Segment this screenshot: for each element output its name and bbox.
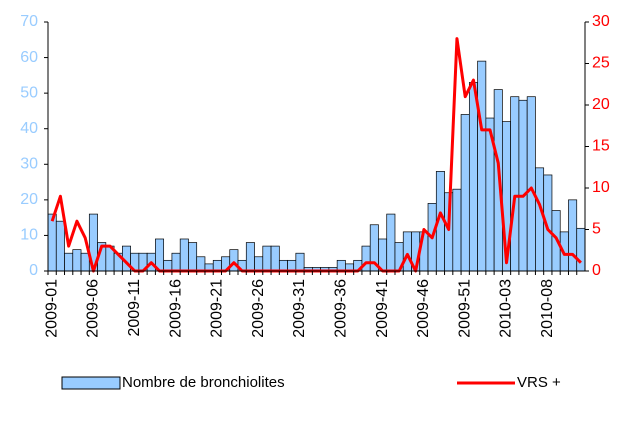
bar — [270, 245, 280, 272]
bar — [188, 242, 198, 272]
bar — [402, 231, 412, 272]
bar — [295, 252, 305, 272]
bar — [336, 259, 346, 272]
x-tick-label: 2009-26 — [250, 279, 267, 338]
bar — [576, 227, 586, 272]
bar — [535, 167, 545, 272]
bar — [460, 114, 470, 272]
bar — [245, 242, 255, 272]
x-tick-label: 2009-11 — [126, 279, 143, 337]
bar — [64, 252, 74, 272]
bar — [477, 60, 487, 272]
bar — [179, 238, 189, 272]
y2-tick-label: 15 — [592, 138, 610, 155]
y2-tick-label: 0 — [592, 262, 601, 279]
bar — [212, 259, 222, 272]
y-tick-label: 40 — [20, 120, 38, 137]
x-tick-label: 2009-41 — [374, 279, 391, 338]
bar — [196, 256, 206, 272]
bar — [229, 249, 239, 272]
bar — [254, 256, 264, 272]
legend-label: Nombre de bronchiolites — [122, 374, 285, 391]
bar — [287, 259, 297, 272]
bar — [518, 99, 528, 272]
y2-tick-label: 30 — [592, 13, 610, 30]
bar — [80, 252, 90, 272]
x-tick-label: 2009-31 — [291, 279, 308, 338]
y-tick-label: 20 — [20, 191, 38, 208]
y-tick-label: 30 — [20, 156, 38, 173]
x-tick-label: 2009-36 — [333, 279, 350, 338]
bar — [468, 82, 478, 272]
x-tick-label: 2009-46 — [415, 279, 432, 338]
bar — [510, 96, 520, 272]
bar — [526, 96, 536, 272]
y-tick-label: 50 — [20, 84, 38, 101]
x-tick-label: 2010-08 — [539, 279, 556, 338]
x-tick-label: 2009-51 — [456, 279, 473, 338]
bar — [47, 213, 57, 272]
y-tick-label: 70 — [20, 13, 38, 30]
x-tick-label: 2009-06 — [85, 279, 102, 338]
y-tick-label: 0 — [29, 262, 38, 279]
bar — [72, 249, 82, 272]
bar — [278, 259, 288, 272]
legend-label: VRS + — [517, 374, 561, 391]
bar — [55, 220, 65, 272]
bar — [452, 188, 462, 272]
bar — [163, 259, 173, 272]
bar — [568, 199, 578, 272]
bar — [262, 245, 272, 272]
x-tick-label: 2009-01 — [43, 279, 60, 338]
y-tick-label: 60 — [20, 49, 38, 66]
x-tick-label: 2009-16 — [167, 279, 184, 338]
x-tick-label: 2010-03 — [498, 279, 515, 338]
y-tick-label: 10 — [20, 227, 38, 244]
bar — [386, 213, 396, 272]
y2-tick-label: 20 — [592, 96, 610, 113]
legend-swatch — [61, 376, 121, 390]
bar — [171, 252, 181, 272]
y2-tick-label: 5 — [592, 221, 601, 238]
y2-tick-label: 25 — [592, 55, 610, 72]
x-tick-label: 2009-21 — [209, 279, 226, 338]
y2-tick-label: 10 — [592, 179, 610, 196]
